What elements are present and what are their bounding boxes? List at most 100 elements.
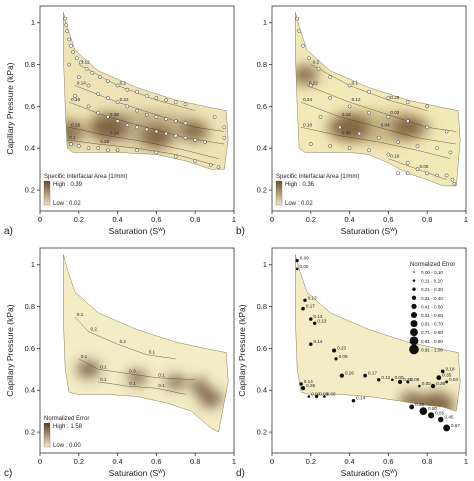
error-point [300, 386, 306, 391]
contour-line [74, 85, 225, 132]
plot-frame [271, 247, 467, 454]
x-tick-label: 1 [232, 215, 236, 224]
data-point [84, 66, 89, 71]
y-tick-label: 0.6 [25, 344, 35, 353]
data-point [135, 89, 139, 94]
x-tick-label: 0.4 [344, 457, 354, 466]
data-point [316, 66, 321, 71]
contour-label: 0.08 [110, 112, 119, 117]
contour-label: 0.24 [110, 131, 119, 136]
data-point [222, 125, 227, 130]
data-point [328, 75, 333, 79]
point-label: 0.26 [345, 371, 354, 376]
contour-label: 0.1 [81, 354, 88, 359]
error-point [438, 416, 444, 423]
data-point [415, 144, 420, 148]
panel-label: a) [4, 226, 13, 237]
data-point [154, 150, 159, 155]
data-point [386, 96, 391, 100]
x-tick-label: 0.2 [74, 457, 84, 466]
point-label: 0.26 [306, 383, 315, 388]
data-point [216, 165, 221, 169]
point-label: 0.67 [451, 423, 460, 428]
data-point [405, 119, 410, 123]
error-point [303, 298, 307, 303]
error-point [309, 342, 313, 346]
data-point [396, 171, 400, 176]
data-point [386, 115, 391, 119]
x-axis-label-end: ) [163, 468, 166, 478]
error-point [390, 378, 394, 382]
data-point [308, 83, 313, 88]
x-tick-label: 0 [38, 457, 42, 466]
data-point [444, 129, 449, 134]
data-point [444, 173, 449, 178]
x-tick-label: 0 [270, 215, 274, 224]
plot-frame [39, 5, 235, 212]
point-label: 0.14 [304, 379, 313, 384]
chart-panel-2: 0.24 0.22 0.2 0.18 0.16 0.14 0.12 0.1 0.08 0.06 0.… [236, 5, 468, 237]
chart-panel-4: 0.090.000.130.170.130.130.140.230.090.14… [236, 247, 468, 479]
error-point [436, 375, 442, 381]
error-point [428, 412, 435, 419]
x-tick-label: 0.6 [151, 215, 161, 224]
heatmap-region [295, 12, 461, 186]
x-tick-label: 0.4 [112, 215, 122, 224]
data-point [405, 171, 410, 176]
colorbar-title: Normalized Error [44, 416, 89, 422]
data-point [164, 117, 168, 121]
error-point [332, 348, 337, 353]
y-tick-label: 0.6 [257, 102, 267, 111]
point-label: 0.08 [410, 377, 419, 382]
data-point [69, 142, 73, 146]
heatmap-hotspot [295, 64, 319, 86]
point-label: 0.09 [319, 392, 328, 397]
point-label: 0.17 [306, 304, 315, 309]
data-point [396, 140, 400, 144]
x-axis-label-sup: w [389, 227, 395, 233]
data-point [347, 83, 352, 88]
data-point [193, 138, 198, 142]
contour-label: 0.18 [303, 122, 312, 127]
colorbar-low-label: Low : 0.00 [53, 443, 81, 449]
data-point [64, 23, 69, 27]
colorbar [43, 422, 51, 448]
y-tick-label: 0.4 [25, 386, 35, 395]
point-label: 0.09 [300, 256, 309, 261]
plot-frame [39, 247, 235, 454]
point-label: 0.00 [311, 392, 320, 397]
x-tick-label: 0.8 [422, 457, 432, 466]
data-point [367, 89, 371, 94]
data-point [86, 146, 91, 151]
legend-entry: 0.31 - 0.40 [421, 296, 443, 301]
colorbar-title: Specific Interfacial Area (1/mm) [276, 174, 359, 180]
x-tick-label: 0.2 [306, 457, 316, 466]
error-point [312, 321, 317, 326]
data-point [318, 115, 323, 119]
heatmap-base [295, 254, 461, 412]
x-tick-label: 0.8 [422, 215, 432, 224]
heatmap-hotspot [199, 390, 223, 408]
contour-line [69, 127, 219, 159]
y-tick-label: 0.4 [25, 144, 35, 153]
data-point [386, 152, 391, 157]
data-point [301, 43, 305, 48]
data-point [173, 133, 178, 138]
point-label: 0.12 [381, 375, 390, 380]
data-point [450, 177, 455, 182]
data-point [347, 146, 352, 151]
contour-line [306, 85, 457, 132]
x-tick-label: 0.6 [383, 215, 393, 224]
data-point [73, 94, 77, 98]
error-point [334, 357, 338, 361]
error-point [443, 424, 451, 432]
error-point [309, 317, 313, 321]
data-point [173, 100, 178, 105]
panel-label: b) [236, 226, 245, 237]
chart-panel-3: 0.1 0.1 0.1 0.2 0.1 0.1 0.2 0.3 0.1 0.1 0.1 0 0.2 0.4… [4, 247, 236, 479]
data-point [164, 131, 168, 136]
data-point [154, 129, 159, 134]
contour-label: 0.1 [100, 377, 107, 382]
colorbar-title: Specific Interfacial Area (1/mm) [44, 174, 127, 180]
data-point [98, 75, 102, 79]
